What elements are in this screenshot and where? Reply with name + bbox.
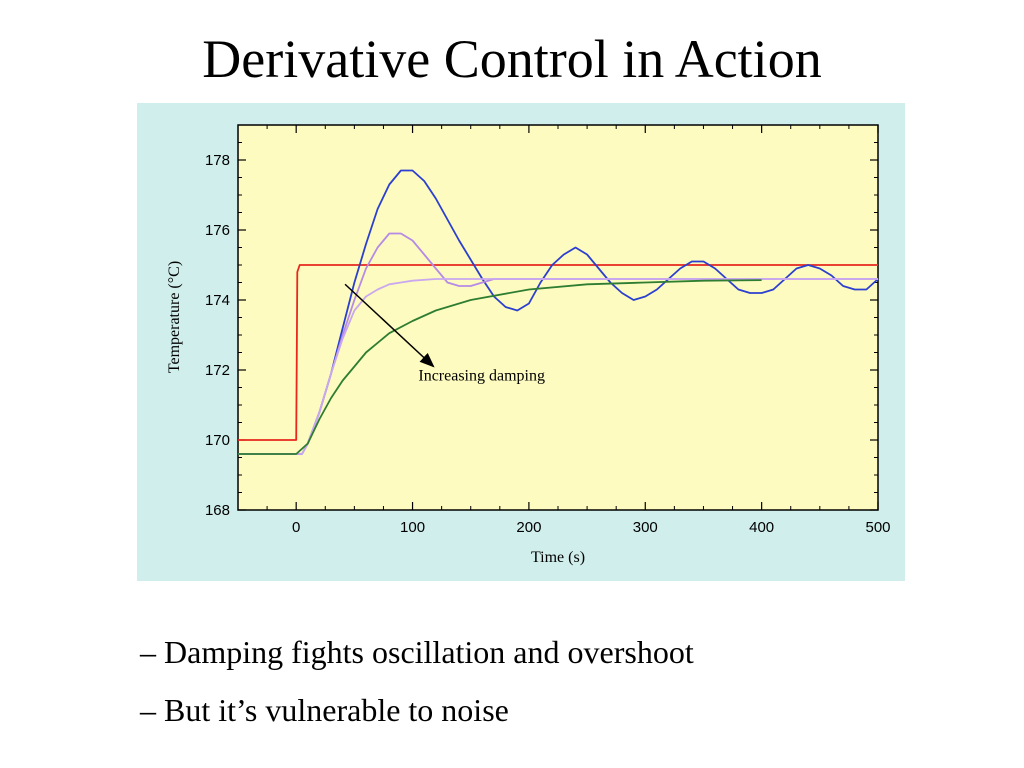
x-tick-label: 400 xyxy=(749,519,774,536)
high-damping-line xyxy=(238,279,762,455)
bullet-noise: – But it’s vulnerable to noise xyxy=(140,692,509,728)
x-tick-label: 200 xyxy=(516,519,541,536)
chart-panel: 0 100 200 300 400 500 168 170 172 174 176 178 Incre… xyxy=(137,103,905,581)
y-tick-label: 176 xyxy=(205,222,230,239)
x-tick-label: 100 xyxy=(400,519,425,536)
setpoint-line xyxy=(238,264,878,441)
y-tick-label: 168 xyxy=(205,502,230,519)
temperature-chart: 0 100 200 300 400 500 168 170 172 174 176 178 Incre… xyxy=(166,124,891,566)
y-tick-label: 178 xyxy=(205,152,230,169)
y-tick-label: 172 xyxy=(205,362,230,379)
x-tick-label: 0 xyxy=(292,519,300,536)
x-axis-label: Time (s) xyxy=(531,549,585,566)
bullet-damping: – Damping fights oscillation and oversho… xyxy=(140,634,694,670)
damping-arrow xyxy=(344,283,435,368)
y-tick-label: 174 xyxy=(205,292,230,309)
slide-title: Derivative Control in Action xyxy=(202,29,822,89)
low-damping-line xyxy=(238,169,879,455)
y-axis-label: Temperature (°C) xyxy=(166,261,183,373)
plot-area xyxy=(237,124,879,511)
x-tick-label: 500 xyxy=(865,519,890,536)
y-tick-label: 170 xyxy=(205,432,230,449)
annotation-label: Increasing damping xyxy=(418,368,545,385)
x-tick-label: 300 xyxy=(633,519,658,536)
